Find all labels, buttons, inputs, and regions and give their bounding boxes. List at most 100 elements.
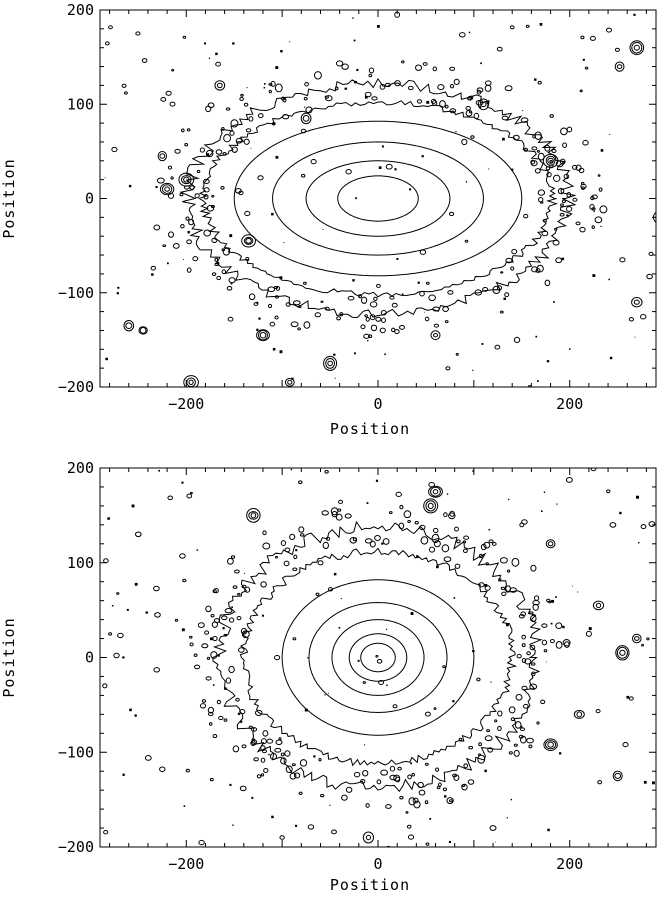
background-speck	[244, 572, 246, 574]
noise-fragment	[347, 295, 355, 301]
field-source	[631, 41, 643, 54]
background-speck	[442, 665, 446, 669]
background-speck	[556, 503, 558, 505]
noise-fragment	[221, 127, 225, 131]
background-speck	[455, 353, 459, 356]
field-source	[298, 526, 305, 533]
y-tick-label: −200	[58, 838, 94, 856]
noise-fragment	[519, 727, 526, 732]
background-speck	[107, 517, 110, 520]
noise-fragment	[432, 527, 439, 534]
noise-fragment	[211, 621, 218, 628]
background-speck	[472, 369, 474, 371]
field-source	[629, 40, 645, 56]
field-source	[258, 329, 268, 341]
noise-fragment	[270, 80, 276, 87]
background-speck	[258, 317, 261, 320]
field-source	[612, 770, 623, 782]
background-speck	[421, 155, 424, 158]
noise-fragment	[529, 683, 538, 690]
noise-fragment	[501, 115, 509, 121]
background-speck	[622, 742, 629, 748]
background-speck	[145, 611, 148, 614]
noise-fragment	[432, 66, 437, 72]
contour-level-6	[239, 547, 518, 767]
y-tick-label: 100	[67, 95, 94, 113]
background-speck	[459, 32, 466, 38]
noise-fragment	[211, 237, 218, 243]
background-speck	[446, 493, 449, 495]
noise-fragment	[205, 676, 212, 681]
background-speck	[256, 328, 259, 331]
background-speck	[375, 479, 379, 482]
noise-fragment	[449, 66, 456, 71]
noise-fragment	[530, 662, 536, 666]
noise-fragment	[362, 769, 369, 777]
field-source	[327, 360, 333, 367]
field-source	[615, 645, 630, 661]
background-speck	[352, 17, 354, 19]
field-source	[243, 236, 254, 245]
noise-fragment	[358, 294, 363, 299]
field-source	[592, 600, 605, 611]
background-speck	[179, 553, 186, 559]
field-source	[159, 153, 166, 159]
contour-level-2	[348, 633, 408, 682]
background-speck	[582, 58, 585, 61]
noise-fragment	[360, 296, 368, 304]
background-speck	[546, 598, 551, 603]
background-speck	[144, 755, 152, 761]
noise-fragment	[228, 665, 235, 674]
background-speck	[395, 491, 402, 497]
noise-fragment	[225, 107, 231, 111]
background-speck	[217, 654, 220, 657]
noise-fragment	[335, 60, 344, 67]
background-speck	[640, 524, 647, 530]
field-source	[423, 498, 439, 514]
noise-fragment	[380, 309, 387, 316]
noise-fragment	[280, 757, 287, 765]
y-tick-label: −100	[58, 743, 94, 761]
background-speck	[198, 839, 205, 846]
background-speck	[204, 42, 206, 45]
background-speck	[378, 680, 385, 685]
background-speck	[506, 817, 508, 819]
background-speck	[262, 614, 264, 617]
background-speck	[354, 352, 356, 355]
background-speck	[429, 818, 432, 820]
field-source	[543, 738, 558, 752]
background-speck	[167, 262, 169, 265]
noise-fragment	[456, 539, 461, 544]
background-speck	[256, 301, 259, 304]
background-speck	[448, 840, 451, 843]
noise-fragment	[364, 538, 373, 544]
background-speck	[150, 265, 157, 271]
background-speck	[279, 350, 283, 354]
background-speck	[490, 681, 492, 683]
field-source	[545, 539, 556, 549]
noise-fragment	[314, 312, 322, 318]
background-speck	[409, 188, 412, 191]
background-speck	[614, 47, 620, 52]
noise-fragment	[417, 781, 424, 789]
noise-fragment	[520, 611, 527, 617]
field-source	[186, 377, 196, 387]
noise-fragment	[369, 314, 376, 321]
noise-fragment	[382, 538, 390, 545]
background-speck	[619, 511, 622, 515]
noise-fragment	[446, 797, 454, 805]
noise-fragment	[566, 126, 573, 133]
noise-fragment	[267, 286, 276, 293]
noise-fragment	[339, 312, 344, 317]
background-speck	[502, 137, 505, 141]
background-speck	[455, 131, 457, 133]
background-speck	[646, 273, 653, 280]
background-speck	[452, 700, 455, 703]
noise-fragment	[223, 133, 232, 143]
noise-fragment	[385, 804, 392, 809]
noise-fragment	[235, 697, 240, 702]
background-speck	[539, 23, 543, 26]
noise-fragment	[289, 533, 296, 541]
background-speck	[526, 651, 531, 656]
noise-fragment	[531, 146, 538, 151]
